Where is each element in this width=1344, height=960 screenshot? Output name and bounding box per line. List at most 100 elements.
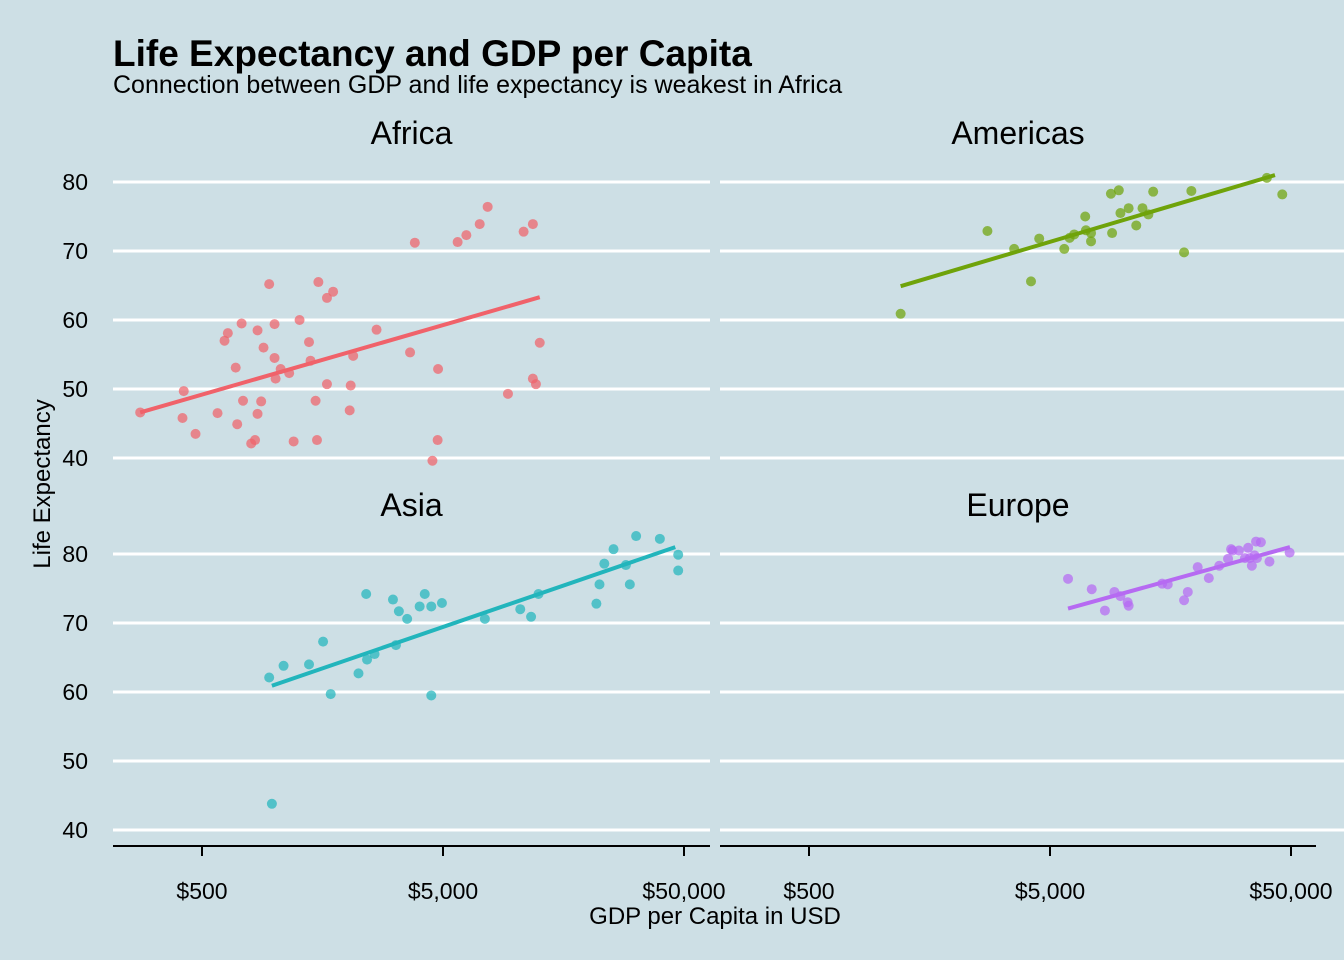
data-point [414, 601, 425, 612]
facet-label-americas: Americas [951, 115, 1084, 151]
data-point [594, 579, 605, 590]
data-point [321, 292, 332, 303]
trend-line [1067, 545, 1291, 611]
data-point [230, 362, 241, 373]
data-point [1179, 247, 1190, 258]
facet-panel-asia: Asia 40 50 60 70 80 $500 $5,000 $50,000 [62, 487, 725, 904]
data-point [269, 319, 280, 330]
data-point [1099, 605, 1110, 616]
data-point [479, 613, 490, 624]
data-point [1034, 233, 1045, 244]
data-point [432, 435, 443, 446]
data-point [304, 337, 315, 348]
chart-title: Life Expectancy and GDP per Capita [113, 33, 752, 74]
x-tick-label: $500 [176, 878, 227, 904]
data-point [1123, 600, 1134, 611]
data-point [310, 395, 321, 406]
data-point [1026, 276, 1037, 287]
facet-panel-africa: Africa 40 50 60 70 80 [62, 115, 710, 471]
x-axis-title: GDP per Capita in USD [589, 903, 841, 930]
data-point [252, 325, 263, 336]
facet-label-asia: Asia [380, 487, 442, 523]
data-point [321, 379, 332, 390]
x-tick-label: $50,000 [642, 878, 725, 904]
data-point [1243, 542, 1254, 553]
data-point [502, 388, 513, 399]
y-axis-title: Life Expectancy [29, 399, 56, 568]
data-point [371, 324, 382, 335]
data-point [1203, 573, 1214, 584]
y-tick-label: 70 [62, 610, 88, 636]
data-point [527, 219, 538, 230]
data-point [982, 225, 993, 236]
y-tick-label: 50 [62, 376, 88, 402]
data-point [1113, 185, 1124, 196]
y-tick-label: 70 [62, 238, 88, 264]
data-point [482, 201, 493, 212]
data-point [212, 408, 223, 419]
data-point [1148, 186, 1159, 197]
facet-panels: Africa 40 50 60 70 80 Americas Asia 40 50 60 70 80 $5… [62, 115, 1344, 904]
data-point [236, 318, 247, 329]
data-point [1246, 560, 1257, 571]
data-point [673, 565, 684, 576]
chart-subtitle: Connection between GDP and life expectan… [113, 71, 842, 99]
data-point [419, 589, 430, 600]
data-point [895, 308, 906, 319]
y-tick-label: 80 [62, 541, 88, 567]
data-point [266, 798, 277, 809]
y-tick-label: 60 [62, 307, 88, 333]
data-point [250, 435, 261, 446]
data-point [178, 386, 189, 397]
data-point [427, 455, 438, 466]
data-point [1277, 189, 1288, 200]
data-point [608, 544, 619, 555]
data-point [1086, 236, 1097, 247]
data-point [1233, 545, 1244, 556]
data-point [433, 363, 444, 374]
data-point [452, 237, 463, 248]
trend-line [139, 295, 541, 415]
data-point [631, 531, 642, 542]
x-tick-label: $500 [783, 878, 834, 904]
data-point [1182, 586, 1193, 597]
data-point [515, 604, 526, 615]
data-point [325, 689, 336, 700]
facet-panel-europe: Europe $500 $5,000 $50,000 [720, 487, 1344, 904]
data-point [591, 598, 602, 609]
data-point [1086, 584, 1097, 595]
data-point [1131, 220, 1142, 231]
data-point [1264, 556, 1275, 567]
data-point [518, 226, 529, 237]
data-point [402, 613, 413, 624]
data-point [530, 379, 541, 390]
x-tick-label: $50,000 [1249, 878, 1332, 904]
data-point [328, 286, 339, 297]
data-point [526, 611, 537, 622]
x-tick-label: $5,000 [408, 878, 478, 904]
y-tick-label: 40 [62, 445, 88, 471]
data-point [474, 219, 485, 230]
data-point [624, 579, 635, 590]
data-point [304, 659, 315, 670]
data-point [256, 396, 267, 407]
data-point [405, 347, 416, 358]
data-point [1107, 228, 1118, 239]
data-point [1223, 553, 1234, 564]
data-point [190, 428, 201, 439]
data-point [1059, 243, 1070, 254]
data-point [258, 342, 269, 353]
data-point [238, 395, 249, 406]
x-tick-label: $5,000 [1015, 878, 1085, 904]
data-point [534, 337, 545, 348]
data-point [362, 654, 373, 665]
data-point [1137, 203, 1148, 214]
data-point [232, 419, 243, 430]
data-point [673, 549, 684, 560]
data-point [1063, 573, 1074, 584]
data-point [393, 606, 404, 617]
data-point [461, 230, 472, 241]
data-point [387, 594, 398, 605]
data-point [222, 328, 233, 339]
data-point [1115, 208, 1126, 219]
